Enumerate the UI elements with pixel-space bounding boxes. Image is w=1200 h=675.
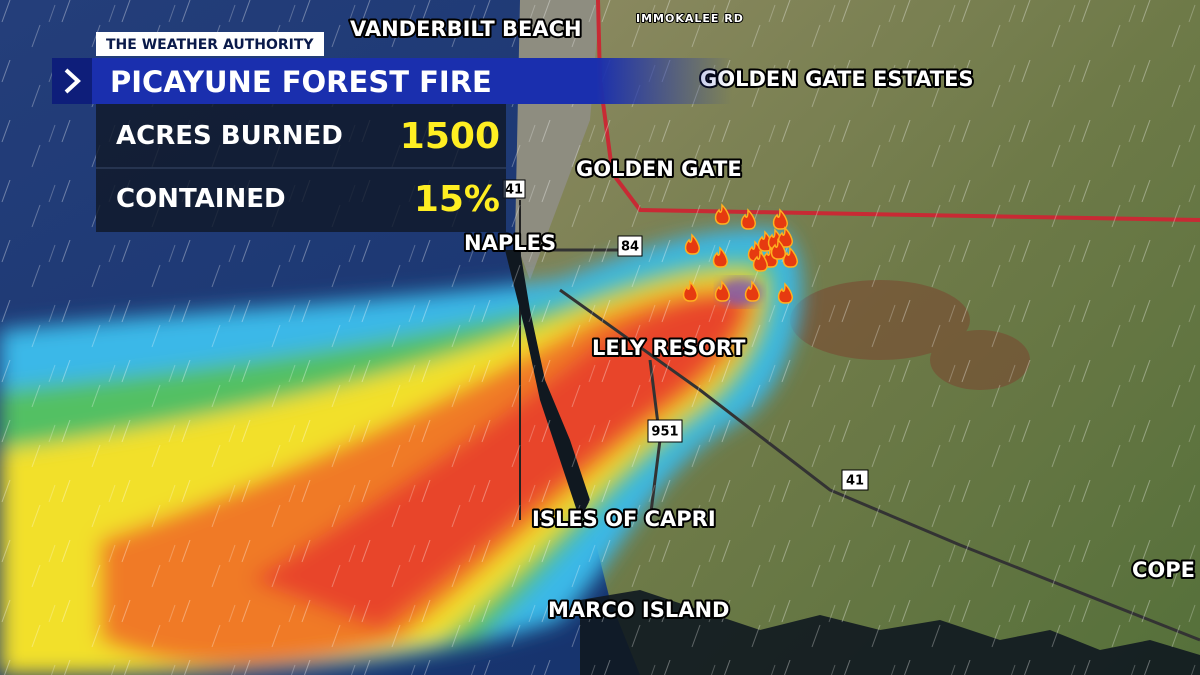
flame bbox=[770, 238, 786, 260]
info-panel: THE WEATHER AUTHORITY PICAYUNE FOREST FI… bbox=[52, 32, 732, 232]
road-label: IMMOKALEE RD bbox=[636, 12, 744, 25]
flame bbox=[740, 208, 756, 230]
brand-tag bbox=[96, 32, 324, 56]
brand: THE WEATHER AUTHORITY bbox=[106, 37, 314, 53]
flame bbox=[777, 226, 793, 248]
road-shields: 41 84 951 41 bbox=[502, 179, 869, 491]
flame bbox=[712, 246, 728, 268]
fire-icons bbox=[682, 203, 798, 304]
title-bar bbox=[52, 58, 732, 104]
place-label: MARCO ISLAND bbox=[548, 598, 729, 622]
place-label: VANDERBILT BEACH bbox=[350, 17, 582, 41]
stat-label: ACRES BURNED bbox=[116, 121, 343, 151]
stat-label: CONTAINED bbox=[116, 184, 286, 214]
flame bbox=[714, 280, 730, 302]
chevron-box bbox=[52, 58, 92, 104]
place-label: GOLDEN GATE ESTATES bbox=[700, 67, 974, 91]
flame bbox=[714, 203, 730, 225]
place-labels: VANDERBILT BEACH IMMOKALEE RD GOLDEN GAT… bbox=[348, 11, 1197, 624]
flame bbox=[682, 280, 698, 302]
panel-title: PICAYUNE FOREST FIRE bbox=[110, 65, 492, 99]
shield bbox=[647, 419, 683, 443]
flame bbox=[777, 282, 793, 304]
shield bbox=[841, 469, 869, 491]
shield-label: 41 bbox=[505, 183, 523, 198]
flame bbox=[744, 280, 760, 302]
place-label: NAPLES bbox=[464, 231, 556, 255]
shield-label: 951 bbox=[651, 425, 678, 440]
flame bbox=[772, 208, 788, 230]
stat-value: 1500 bbox=[400, 116, 500, 157]
flame bbox=[752, 250, 768, 272]
chevron bbox=[64, 68, 81, 94]
place-label: COPE bbox=[1132, 558, 1195, 582]
place-label: LELY RESORT bbox=[592, 336, 746, 360]
place-label: GOLDEN GATE bbox=[576, 157, 742, 181]
place-label: ISLES OF CAPRI bbox=[532, 507, 716, 531]
shield-label: 84 bbox=[621, 240, 639, 255]
shield-label: 41 bbox=[846, 474, 864, 489]
stat-value: 15% bbox=[414, 179, 500, 220]
flame bbox=[684, 233, 700, 255]
shield bbox=[617, 235, 643, 257]
